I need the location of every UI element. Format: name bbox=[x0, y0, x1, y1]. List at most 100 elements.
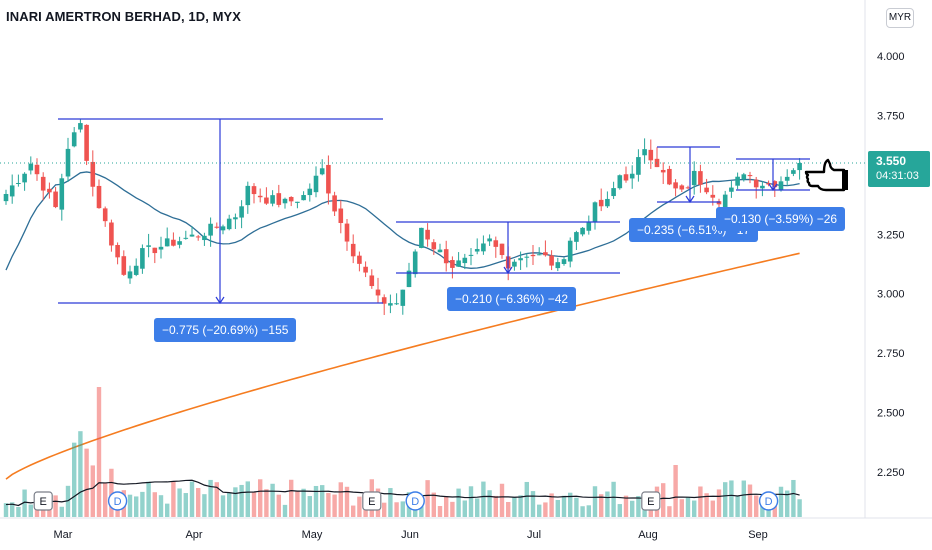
volume-bar bbox=[202, 494, 207, 517]
candle-body bbox=[282, 198, 288, 204]
candle-body bbox=[462, 257, 468, 264]
candle-body bbox=[226, 218, 232, 230]
candle-body bbox=[189, 234, 195, 237]
currency-button[interactable]: MYR bbox=[886, 8, 914, 28]
candle-body bbox=[425, 229, 430, 240]
volume-bar bbox=[258, 479, 263, 517]
candle-body bbox=[592, 202, 598, 223]
candle-body bbox=[78, 123, 83, 130]
volume-bar bbox=[450, 501, 455, 517]
last-price: 3.550 bbox=[876, 154, 907, 168]
candle-body bbox=[536, 254, 542, 256]
candle-body bbox=[183, 237, 189, 239]
volume-bar bbox=[419, 506, 424, 517]
candle-body bbox=[295, 201, 300, 203]
volume-bar bbox=[115, 506, 120, 517]
volume-bar bbox=[90, 465, 95, 517]
volume-bar bbox=[667, 506, 672, 517]
candle-body bbox=[301, 195, 306, 201]
volume-bar bbox=[475, 498, 480, 517]
volume-bar bbox=[152, 492, 157, 517]
range-3-arrow-head bbox=[685, 195, 695, 204]
volume-bar bbox=[320, 485, 325, 517]
candle-body bbox=[375, 289, 381, 296]
candle-body bbox=[363, 266, 368, 273]
candle-body bbox=[3, 193, 9, 202]
volume-bar bbox=[251, 491, 257, 517]
candle-body bbox=[456, 260, 461, 267]
measure-label-4[interactable]: −0.130 (−3.59%) −26 bbox=[716, 207, 846, 231]
volume-bar bbox=[586, 505, 591, 517]
volume-bar bbox=[134, 496, 139, 517]
volume-bar bbox=[599, 494, 604, 517]
volume-bar bbox=[778, 486, 784, 517]
volume-bar bbox=[673, 465, 678, 517]
candle-body bbox=[71, 132, 77, 147]
candle-body bbox=[400, 289, 406, 306]
candle-body bbox=[623, 174, 629, 181]
event-marker-label: E bbox=[40, 496, 47, 508]
candle-body bbox=[524, 256, 530, 258]
candle-body bbox=[332, 195, 337, 212]
candle-body bbox=[22, 173, 27, 183]
volume-bar bbox=[289, 479, 294, 517]
candle-body bbox=[555, 262, 561, 269]
volume-bar bbox=[617, 504, 622, 517]
candle-body bbox=[251, 186, 257, 195]
volume-bar bbox=[760, 504, 765, 517]
candle-body bbox=[766, 183, 771, 185]
volume-bar bbox=[698, 486, 703, 517]
candle-body bbox=[580, 227, 585, 235]
volume-bar bbox=[592, 486, 598, 517]
candle-body bbox=[220, 226, 226, 231]
candle-body bbox=[704, 187, 709, 193]
volume-average-line bbox=[5, 479, 800, 507]
volume-bar bbox=[177, 488, 182, 517]
pointing-hand-icon bbox=[804, 158, 848, 192]
event-marker-label: D bbox=[114, 496, 122, 508]
earnings-marker-icon bbox=[33, 491, 53, 511]
volume-bar bbox=[227, 493, 232, 517]
volume-bar bbox=[679, 499, 684, 517]
candle-body bbox=[90, 161, 96, 187]
volume-bar bbox=[468, 486, 474, 517]
candle-body bbox=[121, 256, 127, 275]
volume-bar bbox=[493, 495, 498, 517]
volume-bar bbox=[332, 494, 337, 517]
candle-body bbox=[288, 196, 294, 202]
volume-bar bbox=[78, 431, 83, 517]
volume-bar bbox=[394, 502, 399, 517]
candle-body bbox=[102, 208, 108, 222]
candle-body bbox=[636, 157, 641, 175]
measure-label-2[interactable]: −0.210 (−6.36%) −42 bbox=[447, 287, 577, 311]
candle-body bbox=[797, 162, 802, 171]
candle-body bbox=[617, 175, 623, 189]
volume-bar bbox=[270, 483, 275, 517]
candle-body bbox=[567, 240, 573, 262]
volume-bar bbox=[357, 496, 362, 517]
volume-bar bbox=[388, 488, 393, 517]
y-tick-label: 3.000 bbox=[877, 289, 905, 301]
candle-body bbox=[543, 252, 548, 256]
volume-bar bbox=[53, 495, 58, 517]
volume-bar bbox=[735, 496, 740, 517]
volume-bar bbox=[772, 503, 777, 517]
volume-bar bbox=[568, 492, 573, 517]
candle-body bbox=[642, 149, 647, 156]
candle-body bbox=[518, 258, 523, 261]
volume-bar bbox=[444, 496, 449, 517]
measure-label-1[interactable]: −0.775 (−20.69%) −155 bbox=[154, 318, 297, 342]
volume-bar bbox=[543, 502, 548, 517]
dividend-marker-icon bbox=[107, 491, 128, 511]
candle-body bbox=[264, 197, 269, 204]
candle-body bbox=[158, 246, 164, 250]
candle-body bbox=[406, 270, 412, 288]
candle-body bbox=[357, 255, 362, 264]
event-marker-label: E bbox=[368, 496, 375, 508]
volume-bar bbox=[146, 481, 151, 517]
candle-body bbox=[127, 271, 133, 279]
volume-bar bbox=[127, 494, 133, 517]
candle-body bbox=[561, 259, 567, 264]
candle-body bbox=[96, 185, 102, 209]
